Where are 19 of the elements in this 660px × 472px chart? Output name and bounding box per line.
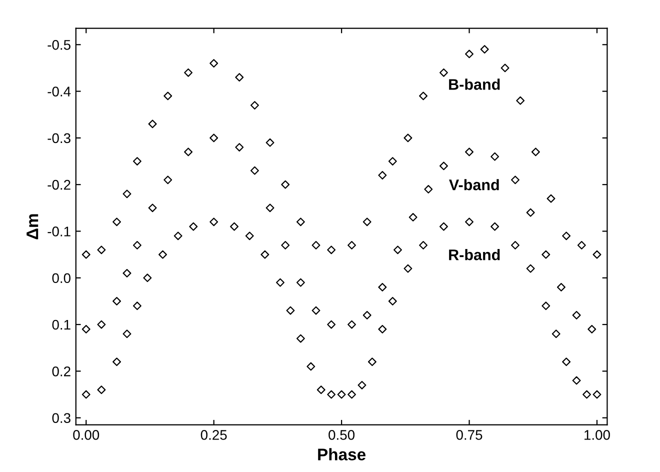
y-tick-label: 0.2 xyxy=(52,366,70,376)
y-axis-title: Δm xyxy=(26,214,38,240)
y-tick-label: -0.2 xyxy=(48,180,70,190)
series-label: R-band xyxy=(449,249,500,260)
x-tick-label: 1.00 xyxy=(584,430,610,440)
x-tick-label: 0.50 xyxy=(328,430,355,440)
x-tick-label: 0.00 xyxy=(73,430,100,440)
y-tick-label: -0.4 xyxy=(48,86,71,96)
series-label: B-band xyxy=(449,78,500,90)
y-tick-label: -0.1 xyxy=(48,226,70,236)
y-tick-label: 0.0 xyxy=(52,273,70,284)
y-tick-label: 0.1 xyxy=(52,320,70,330)
x-tick-label: 0.25 xyxy=(200,430,227,440)
y-tick-label: -0.3 xyxy=(48,133,70,144)
series-label: V-band xyxy=(449,179,499,190)
x-tick-label: 0.75 xyxy=(456,430,482,440)
y-tick-label: -0.5 xyxy=(48,40,70,50)
y-tick-label: 0.3 xyxy=(52,413,70,423)
x-axis-title: Phase xyxy=(318,448,366,460)
